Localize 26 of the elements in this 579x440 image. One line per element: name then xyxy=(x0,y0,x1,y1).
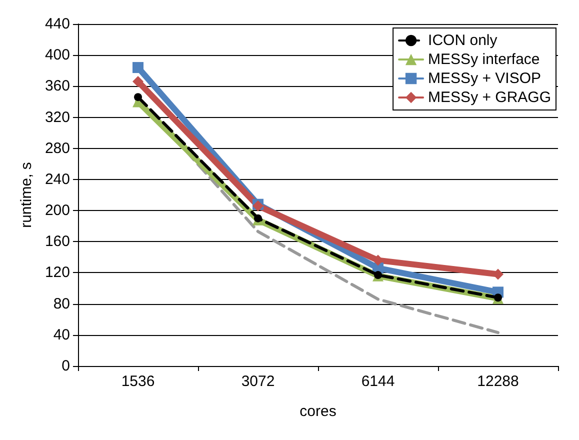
x-tick-label: 12288 xyxy=(477,373,519,390)
point xyxy=(134,93,142,102)
x-tick-label: 6144 xyxy=(361,373,395,390)
point xyxy=(132,76,144,88)
point xyxy=(132,62,144,74)
y-tick-label: 120 xyxy=(44,264,70,282)
y-tick-label: 200 xyxy=(44,202,70,220)
point xyxy=(254,214,262,222)
x-axis-title: cores xyxy=(300,403,336,420)
y-tick-label: 160 xyxy=(44,233,70,250)
y-tick-label: 280 xyxy=(44,140,70,157)
y-tick-label: 360 xyxy=(44,78,70,95)
y-tick-label: 80 xyxy=(53,295,70,312)
legend-label: MESSy + GRAGG xyxy=(428,89,552,106)
x-tick-label: 3072 xyxy=(241,373,275,390)
x-tick-label: 1536 xyxy=(121,373,155,390)
y-tick-label: 240 xyxy=(44,170,70,188)
y-tick-label: 0 xyxy=(62,358,70,374)
y-tick-label: 320 xyxy=(44,108,70,126)
y-tick-label: 40 xyxy=(53,326,70,344)
legend-label: MESSy interface xyxy=(428,51,540,68)
legend-label: ICON only xyxy=(428,32,498,49)
y-axis-title: runtime, s xyxy=(18,162,35,228)
y-tick-label: 400 xyxy=(44,46,70,64)
y-tick-label: 440 xyxy=(44,16,70,32)
legend-label: MESSy + VISOP xyxy=(428,70,542,87)
